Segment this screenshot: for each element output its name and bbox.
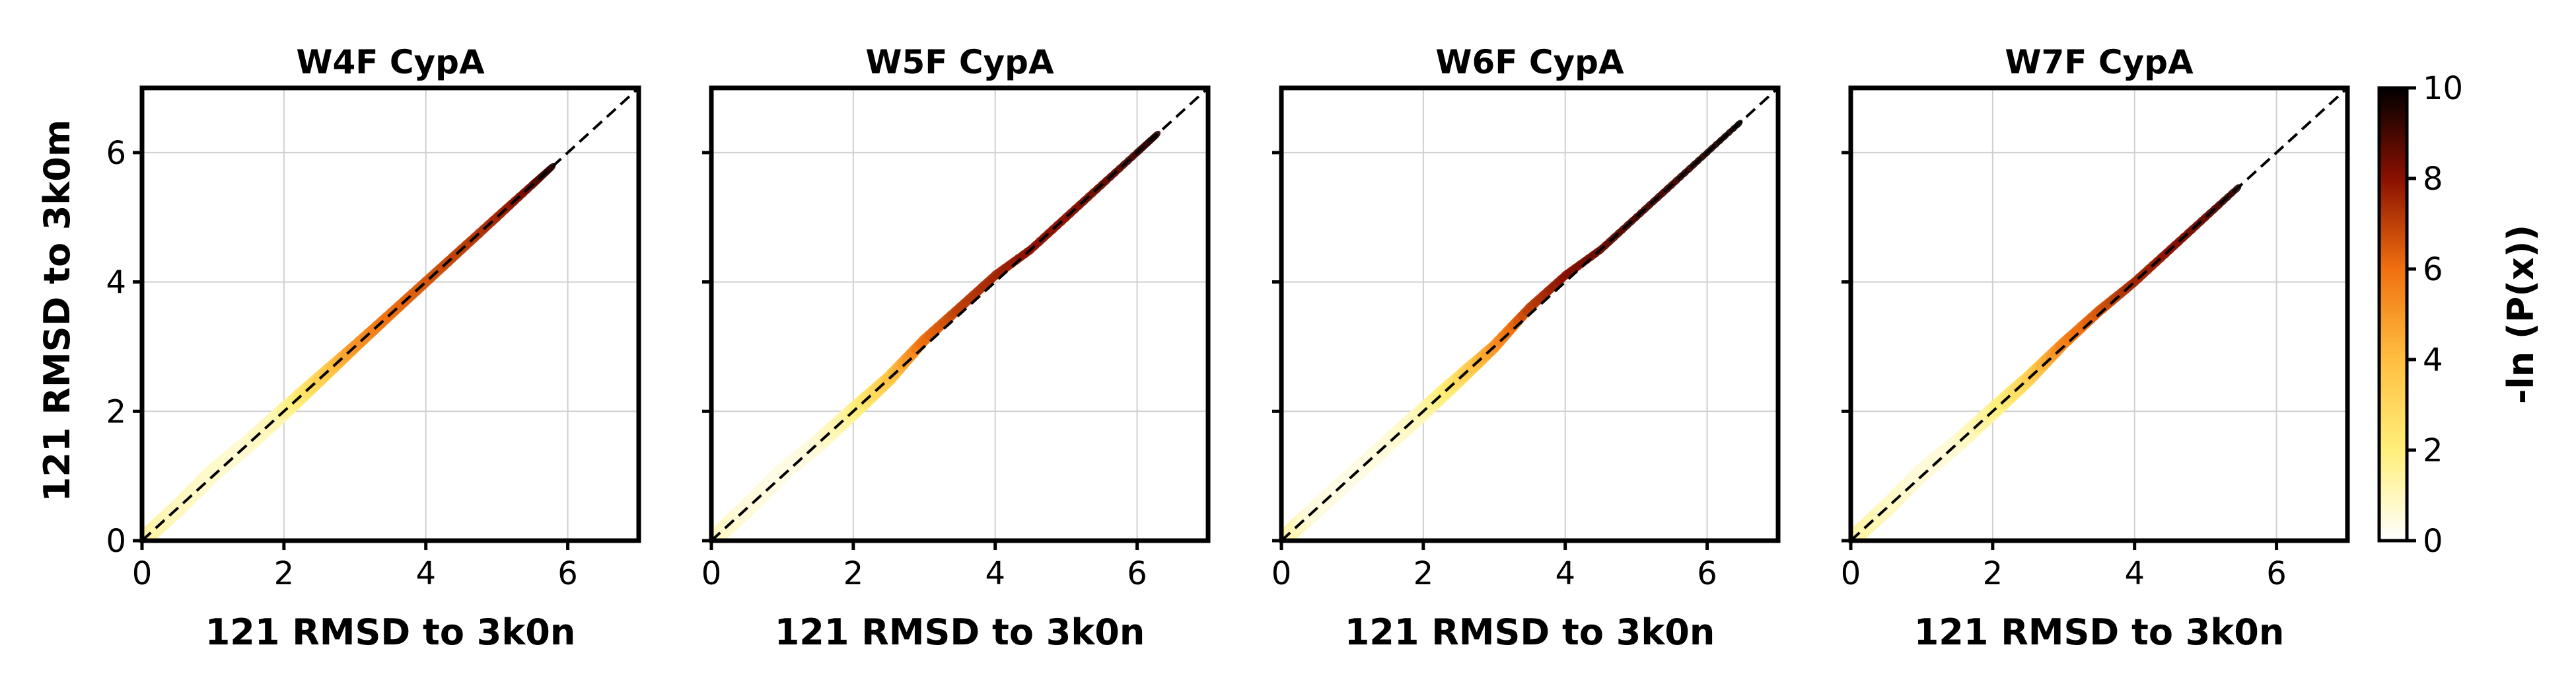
y-axis-label: 121 RMSD to 3k0m (36, 120, 78, 502)
colorbar-tick-label: 10 (2423, 70, 2463, 107)
x-tick-label: 4 (415, 555, 436, 592)
x-axis-label: 121 RMSD to 3k0n (205, 611, 576, 653)
axes-frame (1848, 85, 2350, 543)
colorbar-tick-label: 8 (2423, 161, 2443, 198)
panel-4: 0 2 4 6 W7F CypA 121 RMSD to 3k0n (1841, 43, 2350, 653)
diagonal-reference-line (1281, 88, 1778, 541)
panel-title: W5F CypA (865, 43, 1054, 81)
x-tick-label: 2 (1413, 555, 1434, 592)
colorbar-tick-label: 4 (2423, 342, 2443, 379)
x-tick-label: 6 (2266, 555, 2287, 592)
x-tick-label: 0 (132, 555, 153, 592)
x-tick-label: 4 (985, 555, 1005, 592)
colorbar-tick-label: 2 (2423, 432, 2443, 469)
axes-frame (139, 85, 641, 543)
panel-title: W6F CypA (1435, 43, 1624, 81)
colorbar-frame (2377, 86, 2409, 543)
diagonal-reference-line (711, 88, 1208, 541)
x-tick-label: 2 (274, 555, 295, 592)
x-tick-label: 2 (1983, 555, 2003, 592)
y-tick-label: 6 (106, 135, 126, 172)
x-axis-label: 121 RMSD to 3k0n (1345, 611, 1715, 653)
colorbar-tick-label: 6 (2423, 251, 2443, 288)
panel-3: 0 2 4 6 W6F CypA 121 RMSD to 3k0n (1271, 43, 1781, 653)
x-tick-label: 6 (1697, 555, 1717, 592)
axes-frame (1279, 85, 1781, 543)
x-tick-label: 6 (557, 555, 578, 592)
panel-2: 0 2 4 6 W5F CypA 121 RMSD to 3k0n (701, 43, 1211, 653)
y-tick-label: 2 (106, 393, 126, 430)
x-axis-label: 121 RMSD to 3k0n (1914, 611, 2285, 653)
diagonal-reference-line (142, 88, 639, 541)
y-tick-label: 0 (106, 523, 126, 560)
x-tick-label: 0 (1271, 555, 1292, 592)
panel-title: W4F CypA (296, 43, 485, 81)
colorbar: 0 2 4 6 8 10 -ln (P(x)) (2377, 70, 2542, 560)
diagonal-reference-line (1851, 88, 2347, 541)
x-tick-label: 0 (1841, 555, 1861, 592)
x-tick-label: 0 (701, 555, 722, 592)
x-tick-label: 4 (2124, 555, 2145, 592)
panel-1: 0 2 4 6 0 2 4 6 W4F CypA 121 RMSD to 3k0n (106, 43, 641, 653)
x-axis-label: 121 RMSD to 3k0n (775, 611, 1145, 653)
x-tick-label: 4 (1555, 555, 1575, 592)
colorbar-tick-label: 0 (2423, 523, 2443, 560)
x-tick-label: 6 (1127, 555, 1147, 592)
y-tick-label: 4 (106, 264, 126, 301)
x-tick-label: 2 (843, 555, 864, 592)
colorbar-label: -ln (P(x)) (2500, 225, 2542, 404)
axes-frame (709, 85, 1211, 543)
colorbar-gradient (2379, 88, 2407, 541)
panel-title: W7F CypA (2005, 43, 2194, 81)
